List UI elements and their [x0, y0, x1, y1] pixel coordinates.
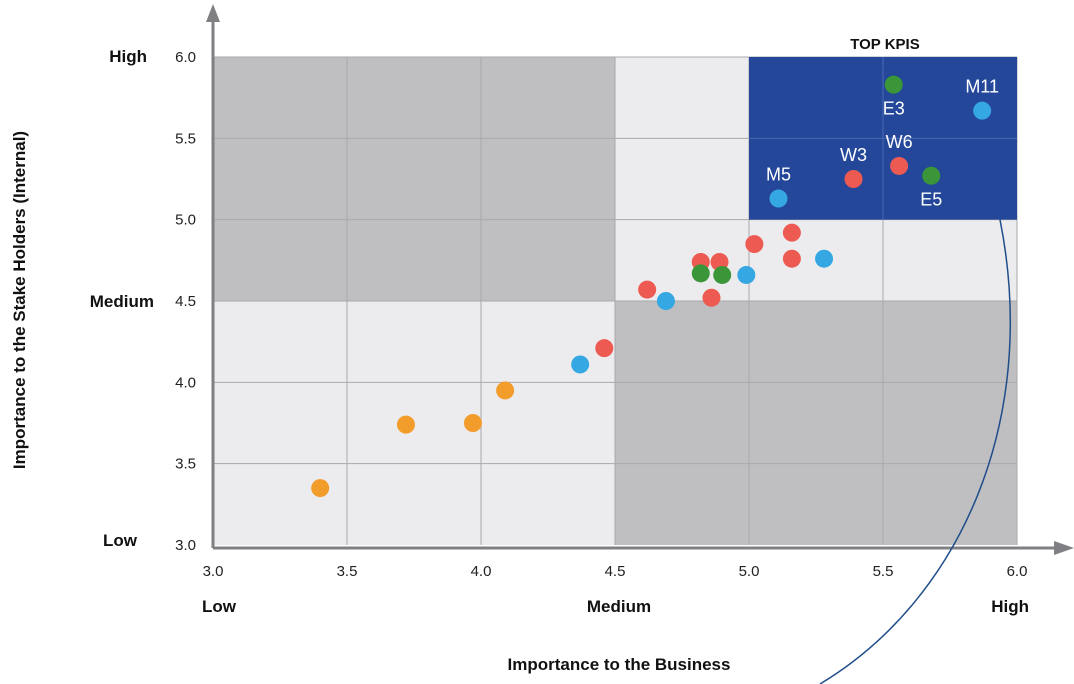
- data-point-m11: [973, 101, 992, 120]
- zone-dark-0: [213, 57, 615, 301]
- data-point-w6: [890, 156, 909, 175]
- y-level-medium: Medium: [90, 292, 154, 311]
- data-point: [691, 264, 710, 283]
- y-axis-arrow-icon: [206, 4, 220, 22]
- y-tick-label: 5.0: [175, 212, 196, 229]
- y-tick-label: 5.5: [175, 130, 196, 147]
- x-level-medium: Medium: [587, 597, 651, 616]
- x-tick-label: 5.0: [739, 563, 760, 580]
- point-label-w6: W6: [886, 132, 913, 152]
- zone-dark-1: [615, 301, 1017, 545]
- data-point: [463, 414, 482, 432]
- curve-layer: [819, 219, 1012, 684]
- x-level-low: Low: [202, 597, 237, 616]
- point-label-w3: W3: [840, 145, 867, 165]
- point-label-e3: E3: [883, 99, 905, 119]
- data-point: [782, 223, 801, 242]
- y-tick-label: 4.5: [175, 293, 196, 310]
- data-point: [702, 288, 721, 307]
- y-tick-label: 4.0: [175, 374, 196, 391]
- data-point: [656, 292, 675, 310]
- data-point: [496, 381, 515, 400]
- x-level-high: High: [991, 597, 1029, 616]
- data-point: [595, 339, 614, 358]
- axes: [206, 4, 1074, 555]
- y-axis-title: Importance to the Stake Holders (Interna…: [10, 131, 29, 469]
- tick-labels: 3.0 3.5 4.0 4.5 5.0 5.5 6.0 3.0 3.5 4.0 4.5 5.0 5.5 6…: [175, 49, 1027, 580]
- x-tick-label: 3.5: [337, 563, 358, 580]
- y-tick-label: 6.0: [175, 49, 196, 66]
- x-axis-title: Importance to the Business: [508, 655, 731, 674]
- point-label-e5: E5: [920, 190, 942, 210]
- x-tick-label: 4.0: [471, 563, 492, 580]
- data-point: [638, 280, 657, 299]
- data-point: [815, 249, 834, 268]
- x-tick-label: 3.0: [203, 563, 224, 580]
- y-tick-label: 3.0: [175, 537, 196, 554]
- y-level-high: High: [109, 47, 147, 66]
- point-label-m11: M11: [965, 77, 999, 97]
- x-axis-arrow-icon: [1054, 541, 1074, 555]
- x-tick-label: 6.0: [1007, 563, 1028, 580]
- highlight-curve: [819, 219, 1012, 684]
- data-points: M5 W3 W6 E3 E5 M11: [311, 75, 999, 498]
- x-tick-label: 5.5: [873, 563, 894, 580]
- data-point: [737, 265, 756, 284]
- data-point: [396, 415, 415, 434]
- data-point: [311, 479, 330, 498]
- top-kpis-label: TOP KPIS: [850, 36, 919, 53]
- data-point-e3: [884, 75, 903, 94]
- data-point-m5: [769, 189, 788, 208]
- data-point-e5: [922, 166, 941, 185]
- point-label-m5: M5: [766, 165, 791, 185]
- data-point: [713, 265, 732, 284]
- data-point-w3: [844, 170, 863, 188]
- data-point: [571, 355, 590, 374]
- y-tick-label: 3.5: [175, 456, 196, 473]
- data-point: [745, 235, 764, 254]
- data-point: [782, 249, 801, 268]
- x-tick-label: 4.5: [605, 563, 626, 580]
- gridlines: [213, 56, 1018, 545]
- y-level-low: Low: [103, 531, 138, 550]
